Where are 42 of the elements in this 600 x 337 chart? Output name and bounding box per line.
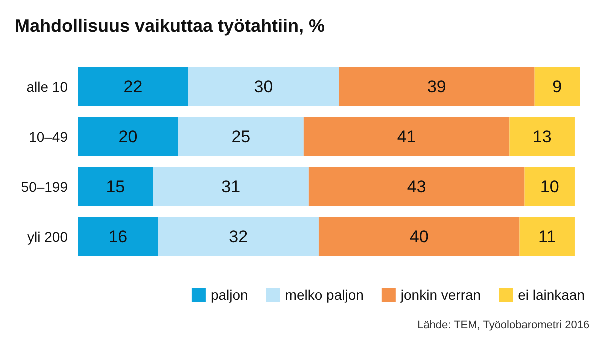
data-label: 13 xyxy=(532,128,552,146)
bar xyxy=(78,218,158,256)
bar xyxy=(78,168,154,206)
data-label: 15 xyxy=(106,178,126,196)
data-label: 30 xyxy=(254,78,274,96)
y-tick-label: alle 10 xyxy=(26,79,68,95)
bar xyxy=(178,118,304,156)
text: Lähde: TEM, Työolobarometri 2016 xyxy=(418,320,590,332)
bar xyxy=(153,168,309,206)
bar xyxy=(308,168,525,206)
data-label: 31 xyxy=(222,178,241,196)
y-tick-label: yli 200 xyxy=(28,229,68,245)
data-label: 16 xyxy=(108,228,128,246)
bar xyxy=(78,118,178,156)
bar xyxy=(318,218,520,256)
legend-label: melko paljon xyxy=(285,287,364,303)
legend-label: paljon xyxy=(210,287,248,303)
data-label: 41 xyxy=(397,128,416,146)
legend-label: ei lainkaan xyxy=(518,287,585,303)
bar xyxy=(304,118,510,156)
data-label: 43 xyxy=(407,178,426,196)
data-label: 32 xyxy=(229,228,248,246)
legend-label: jonkin verran xyxy=(400,287,482,303)
data-label: 10 xyxy=(540,178,560,196)
data-label: 22 xyxy=(124,78,143,96)
bar xyxy=(188,68,340,106)
bar xyxy=(534,68,580,106)
data-label: 39 xyxy=(427,78,446,96)
bar xyxy=(524,168,575,206)
bar xyxy=(520,218,575,256)
bar xyxy=(510,118,575,156)
data-label: 9 xyxy=(552,78,562,96)
y-tick-label: 10–49 xyxy=(29,129,68,145)
data-label: 40 xyxy=(410,228,429,246)
chart-title: Mahdollisuus vaikuttaa työtahtiin, % xyxy=(15,16,326,36)
bar xyxy=(158,218,319,256)
data-label: 20 xyxy=(118,128,138,146)
data-label: 25 xyxy=(232,128,251,146)
y-tick-label: 50–199 xyxy=(21,179,68,195)
data-label: 11 xyxy=(538,228,556,246)
bar xyxy=(339,68,535,106)
bar xyxy=(78,68,188,106)
